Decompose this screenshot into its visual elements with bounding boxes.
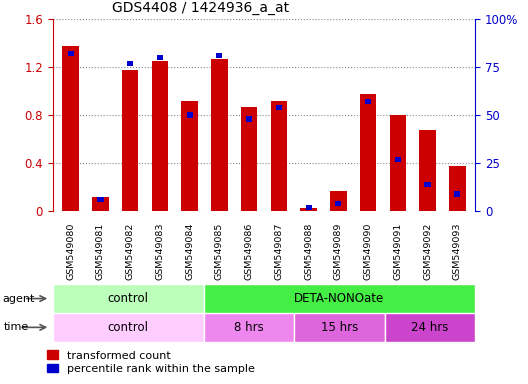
Text: control: control (108, 321, 149, 334)
Bar (449, 166, 466, 211)
Text: GSM549091: GSM549091 (393, 222, 402, 280)
Bar (182, 101, 198, 211)
Text: GSM549083: GSM549083 (155, 222, 164, 280)
Bar (97, 197, 103, 202)
Text: GSM549085: GSM549085 (215, 222, 224, 280)
Text: GSM549092: GSM549092 (423, 222, 432, 280)
Text: GSM549081: GSM549081 (96, 222, 105, 280)
Text: 24 hrs: 24 hrs (411, 321, 449, 334)
Bar (127, 61, 133, 66)
Bar (330, 191, 346, 211)
Text: 15 hrs: 15 hrs (321, 321, 358, 334)
Bar (211, 59, 228, 211)
Bar (395, 157, 401, 162)
Text: GDS4408 / 1424936_a_at: GDS4408 / 1424936_a_at (112, 2, 289, 15)
Legend: transformed count, percentile rank within the sample: transformed count, percentile rank withi… (43, 346, 259, 379)
Text: GSM549084: GSM549084 (185, 222, 194, 280)
Bar (68, 51, 74, 56)
Text: time: time (4, 322, 30, 333)
Bar (360, 94, 376, 211)
Bar (306, 205, 312, 210)
Text: GSM549088: GSM549088 (304, 222, 313, 280)
Bar (62, 46, 79, 211)
Text: control: control (108, 292, 149, 305)
Bar (276, 105, 282, 110)
Bar (204, 313, 294, 342)
Bar (390, 115, 406, 211)
Text: GSM549089: GSM549089 (334, 222, 343, 280)
Text: GSM549080: GSM549080 (66, 222, 75, 280)
Bar (152, 61, 168, 211)
Bar (300, 208, 317, 211)
Bar (419, 130, 436, 211)
Bar (186, 113, 193, 118)
Bar (271, 101, 287, 211)
Text: 8 hrs: 8 hrs (234, 321, 264, 334)
Bar (365, 99, 371, 104)
Bar (53, 313, 204, 342)
Text: GSM549082: GSM549082 (126, 222, 135, 280)
Bar (454, 191, 460, 197)
Bar (241, 107, 257, 211)
Bar (385, 313, 475, 342)
Text: agent: agent (3, 293, 35, 304)
Bar (425, 182, 431, 187)
Bar (246, 116, 252, 122)
Text: GSM549090: GSM549090 (364, 222, 373, 280)
Bar (294, 313, 385, 342)
Bar (122, 70, 138, 211)
Text: DETA-NONOate: DETA-NONOate (294, 292, 384, 305)
Bar (216, 53, 222, 58)
Bar (335, 201, 342, 206)
Bar (157, 55, 163, 60)
Bar (92, 197, 109, 211)
Bar (204, 284, 475, 313)
Text: GSM549087: GSM549087 (275, 222, 284, 280)
Text: GSM549086: GSM549086 (244, 222, 253, 280)
Bar (53, 284, 204, 313)
Text: GSM549093: GSM549093 (453, 222, 462, 280)
